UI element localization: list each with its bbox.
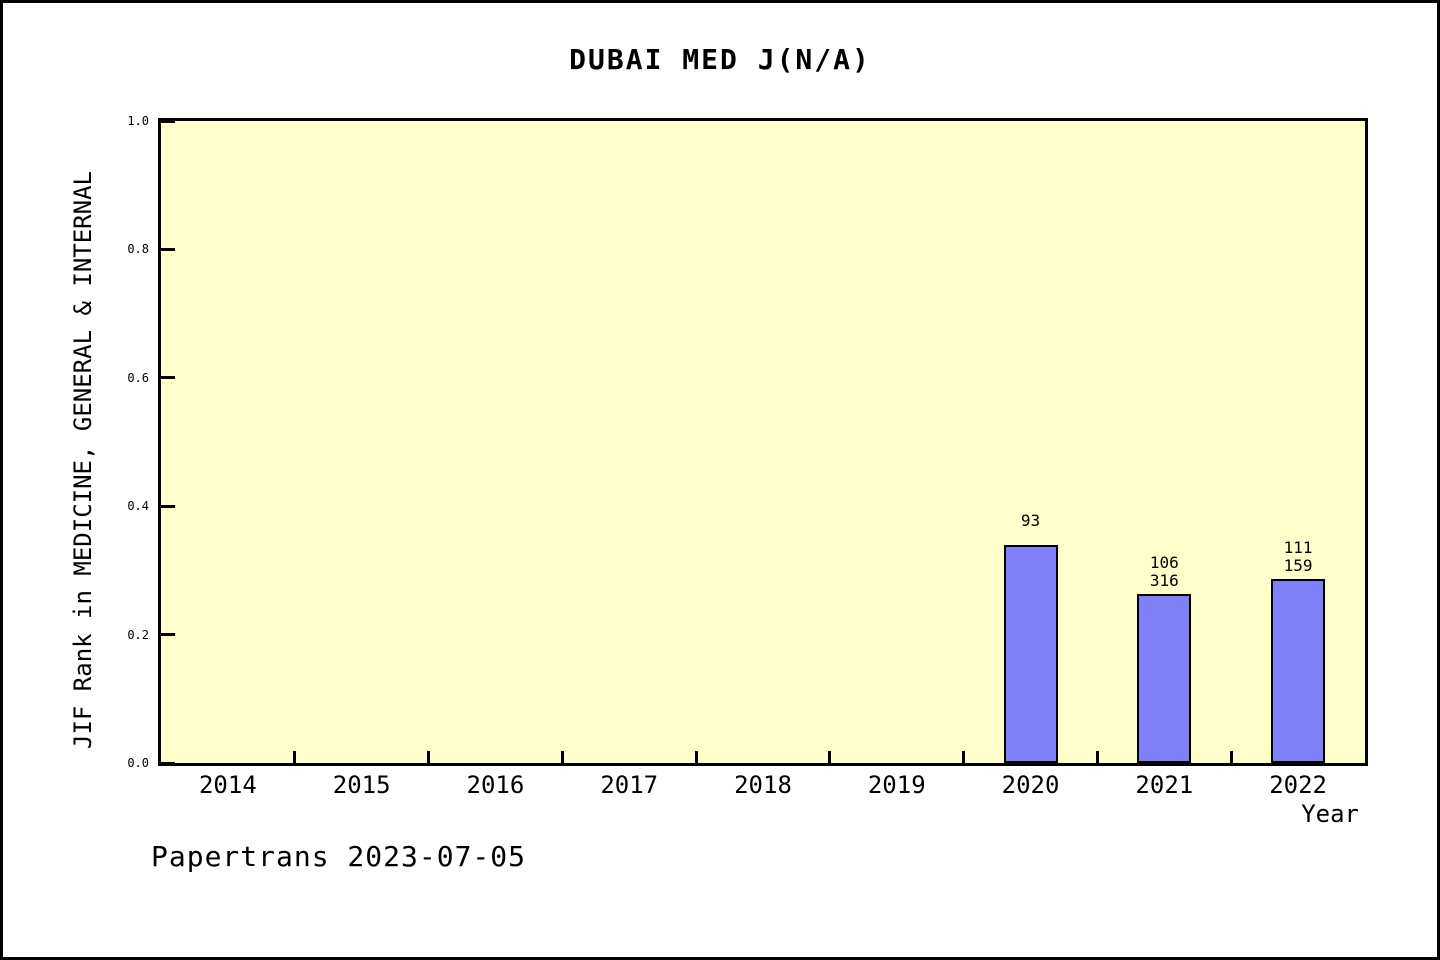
x-category-label: 2015 [332, 771, 391, 799]
x-tick-mark [1229, 751, 1233, 763]
x-axis-title: Year [1301, 800, 1359, 828]
bar-value-line: 111 [1283, 537, 1313, 557]
y-tick-label: 0.0 [127, 756, 149, 770]
x-category-label: 2016 [466, 771, 525, 799]
x-category-label: 2014 [198, 771, 257, 799]
x-category-label: 2020 [1001, 771, 1060, 799]
bar-value-label: 106 316 [1119, 554, 1209, 590]
bar-value-line: 316 [1149, 571, 1179, 591]
y-tick-label: 1.0 [127, 114, 149, 128]
bar-value-label: 111 159 [1253, 537, 1343, 575]
y-tick-label: 0.8 [127, 242, 149, 257]
bar [1003, 544, 1058, 763]
y-tick-mark [161, 376, 175, 380]
x-tick-mark [828, 751, 832, 763]
x-tick-mark [560, 751, 564, 763]
bar-value-line: 93 [1020, 510, 1041, 530]
bar-value-label: 93 [986, 510, 1076, 530]
y-tick-mark [161, 247, 175, 251]
x-tick-mark [293, 751, 297, 763]
x-tick-mark [694, 751, 698, 763]
y-tick-label: 0.6 [127, 370, 149, 385]
watermark-footer: Papertrans 2023-07-05 [151, 840, 527, 873]
x-tick-mark [962, 751, 966, 763]
plot-area: 0.0 0.2 0.4 0.6 0.8 1.0 2014 2015 2016 2017 2018 20… [127, 114, 1368, 799]
x-tick-mark [427, 751, 431, 763]
x-category-label: 2022 [1269, 771, 1327, 799]
bar [1271, 578, 1326, 763]
x-category-label: 2021 [1135, 771, 1194, 799]
y-tick-mark [161, 504, 175, 508]
y-axis-label: JIF Rank in MEDICINE, GENERAL & INTERNAL [69, 171, 97, 749]
chart-title: DUBAI MED J(N/A) [569, 43, 871, 76]
x-tick-mark [1095, 751, 1099, 763]
y-tick-label: 0.4 [127, 499, 149, 514]
y-tick-mark [161, 633, 175, 637]
x-category-label: 2018 [734, 771, 792, 799]
bar [1137, 594, 1192, 763]
y-tick-label: 0.2 [127, 627, 149, 642]
bar-value-line: 159 [1283, 555, 1313, 575]
x-category-label: 2019 [867, 771, 926, 799]
bar-value-line: 106 [1149, 553, 1179, 573]
y-tick-mark [161, 119, 175, 123]
x-category-label: 2017 [600, 771, 659, 799]
y-tick-mark [161, 761, 175, 765]
